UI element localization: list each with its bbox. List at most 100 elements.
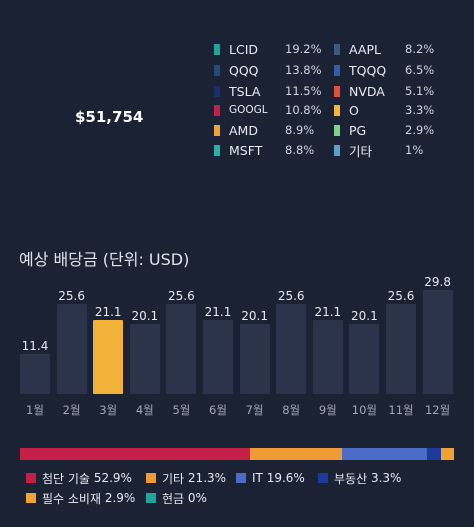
holding-weight: 11.5% [285, 84, 322, 98]
dividend-bar[interactable] [20, 354, 50, 394]
holding-color-swatch [334, 85, 340, 97]
dividend-bar[interactable] [93, 320, 124, 394]
month-label: 8월 [282, 403, 301, 417]
holding-ticker: O [349, 102, 359, 118]
dividend-bar[interactable] [422, 289, 453, 394]
dividend-bar-value: 11.4 [21, 339, 49, 354]
holding-row-pg[interactable]: PG 2.9% [334, 121, 434, 139]
dividend-bar-value: 20.1 [241, 308, 268, 323]
holding-ticker: GOOGL [229, 104, 268, 116]
sector-legend-item[interactable]: 부동산 3.3% [318, 470, 401, 486]
dividend-bar[interactable] [56, 304, 87, 394]
holding-weight: 8.9% [285, 123, 315, 137]
dividend-bar[interactable] [166, 304, 197, 394]
dividend-bar[interactable] [203, 320, 233, 394]
holding-color-swatch [214, 64, 220, 76]
holding-color-swatch [334, 124, 340, 136]
holding-ticker: AAPL [349, 41, 381, 57]
holding-ticker: NVDA [349, 83, 385, 99]
sector-segment[interactable] [441, 448, 454, 460]
holding-weight: 1% [405, 143, 424, 157]
holdings-legend: LCID 19.2% QQQ 13.8% TSLA 11.5% GOOGL 10… [0, 40, 474, 170]
holding-weight: 8.8% [285, 143, 315, 157]
holding-color-swatch [334, 144, 340, 156]
sector-pct: 52.9% [93, 471, 132, 485]
dividend-bar[interactable] [386, 304, 416, 394]
holding-row-amd[interactable]: AMD 8.9% [214, 121, 314, 139]
month-label: 1월 [26, 403, 44, 417]
holding-ticker: AMD [229, 122, 258, 138]
holding-ticker: TSLA [229, 83, 261, 99]
sector-segment[interactable] [342, 448, 428, 460]
holding-row-other[interactable]: 기타 1% [334, 141, 423, 159]
sector-allocation-bar [20, 448, 454, 460]
month-label: 10월 [351, 403, 377, 417]
sector-segment[interactable] [427, 448, 442, 460]
sector-color-swatch [26, 493, 36, 503]
sector-name: 기타 [162, 471, 185, 486]
dividend-bar-value: 20.1 [131, 308, 159, 323]
dividend-bar-value: 29.8 [424, 274, 451, 289]
holding-color-swatch [214, 104, 220, 116]
month-label: 2월 [62, 403, 81, 417]
sector-legend-item[interactable]: 첨단 기술 52.9% [26, 470, 132, 486]
holding-ticker: 기타 [349, 143, 373, 159]
holding-ticker: MSFT [229, 142, 263, 158]
month-label: 5월 [172, 403, 191, 417]
holding-weight: 2.9% [405, 123, 435, 137]
sector-segment[interactable] [249, 448, 343, 460]
dividend-bar[interactable] [239, 323, 270, 394]
holding-color-swatch [334, 43, 340, 55]
dividend-bar[interactable] [129, 323, 160, 394]
sector-pct: 2.9% [104, 491, 136, 505]
holding-weight: 19.2% [285, 42, 322, 56]
sector-segment[interactable] [20, 448, 250, 460]
dividend-bar-value: 25.6 [58, 289, 85, 304]
monthly-dividend-bar-chart: 11.4 1월 25.6 2월 21.1 3월 20.1 4월 25.6 5월 21.1 6월 20.1… [0, 270, 474, 430]
holding-color-swatch [334, 64, 340, 76]
month-label: 3월 [99, 403, 118, 417]
sector-pct: 19.6% [266, 471, 305, 485]
sector-pct: 0% [187, 491, 207, 505]
holding-color-swatch [214, 43, 220, 55]
dividend-bar[interactable] [312, 320, 343, 394]
sector-name: 첨단 기술 [42, 471, 90, 486]
holding-weight: 10.8% [285, 103, 322, 117]
sector-color-swatch [146, 493, 156, 503]
holding-ticker: LCID [229, 41, 259, 57]
holding-color-swatch [214, 124, 220, 136]
dividend-section-title: 예상 배당금 (단위: USD) [19, 250, 190, 269]
dividend-bar[interactable] [349, 323, 380, 394]
holding-row-googl[interactable]: GOOGL 10.8% [214, 101, 322, 119]
holding-color-swatch [334, 104, 340, 116]
sector-name: 부동산 [334, 471, 368, 486]
holding-row-lcid[interactable]: LCID 19.2% [214, 40, 322, 58]
dividend-bar[interactable] [276, 304, 307, 394]
holding-color-swatch [214, 85, 220, 97]
sector-pct: 21.3% [187, 471, 227, 485]
holding-ticker: TQQQ [349, 62, 387, 78]
month-label: 9월 [318, 403, 337, 417]
sector-name: IT [252, 471, 263, 485]
holding-row-tqqq[interactable]: TQQQ 6.5% [334, 61, 434, 79]
sector-color-swatch [146, 473, 156, 483]
sector-legend-item[interactable]: 현금 0% [146, 490, 207, 506]
dividend-bar-value: 21.1 [314, 305, 342, 320]
holding-row-o[interactable]: O 3.3% [334, 101, 434, 119]
holding-ticker: PG [349, 122, 367, 138]
holding-row-nvda[interactable]: NVDA 5.1% [334, 82, 434, 100]
holding-row-tsla[interactable]: TSLA 11.5% [214, 82, 322, 100]
holding-row-aapl[interactable]: AAPL 8.2% [334, 40, 434, 58]
holding-row-qqq[interactable]: QQQ 13.8% [214, 61, 322, 79]
sector-name: 현금 [162, 491, 185, 506]
dividend-bar-value: 21.1 [204, 305, 232, 320]
holding-row-msft[interactable]: MSFT 8.8% [214, 141, 314, 159]
dividend-bar-value: 20.1 [351, 308, 378, 323]
holding-weight: 5.1% [405, 84, 435, 98]
sector-legend-item[interactable]: 필수 소비재 2.9% [26, 490, 135, 506]
month-label: 6월 [209, 403, 227, 417]
sector-legend-item[interactable]: 기타 21.3% [146, 470, 226, 486]
sector-legend-item[interactable]: IT 19.6% [236, 470, 305, 486]
dividend-bar-value: 25.6 [277, 289, 305, 304]
month-label: 4월 [135, 403, 154, 417]
